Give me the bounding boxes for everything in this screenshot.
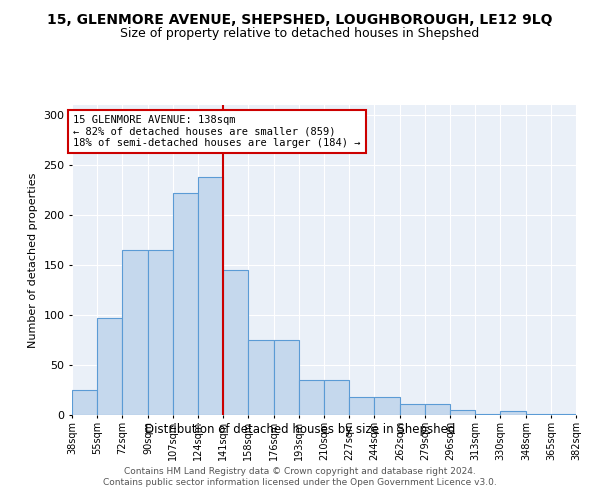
Bar — [72, 390, 97, 415]
Bar — [299, 380, 324, 415]
Bar — [526, 414, 551, 415]
Bar — [223, 270, 248, 415]
Y-axis label: Number of detached properties: Number of detached properties — [28, 172, 38, 348]
Bar — [97, 318, 122, 415]
Bar — [500, 411, 526, 415]
Text: 15, GLENMORE AVENUE, SHEPSHED, LOUGHBOROUGH, LE12 9LQ: 15, GLENMORE AVENUE, SHEPSHED, LOUGHBORO… — [47, 12, 553, 26]
Bar — [349, 397, 374, 415]
Bar — [450, 410, 475, 415]
Bar — [198, 177, 223, 415]
Text: Distribution of detached houses by size in Shepshed: Distribution of detached houses by size … — [145, 422, 455, 436]
Bar — [274, 340, 299, 415]
Text: 15 GLENMORE AVENUE: 138sqm
← 82% of detached houses are smaller (859)
18% of sem: 15 GLENMORE AVENUE: 138sqm ← 82% of deta… — [73, 115, 361, 148]
Text: Size of property relative to detached houses in Shepshed: Size of property relative to detached ho… — [121, 28, 479, 40]
Bar — [425, 404, 450, 415]
Text: Contains HM Land Registry data © Crown copyright and database right 2024.
Contai: Contains HM Land Registry data © Crown c… — [103, 468, 497, 487]
Bar — [173, 193, 198, 415]
Bar — [122, 250, 148, 415]
Bar — [324, 380, 349, 415]
Bar — [148, 250, 173, 415]
Bar — [374, 397, 400, 415]
Bar — [475, 414, 500, 415]
Bar — [248, 340, 274, 415]
Bar — [551, 414, 576, 415]
Bar — [400, 404, 425, 415]
